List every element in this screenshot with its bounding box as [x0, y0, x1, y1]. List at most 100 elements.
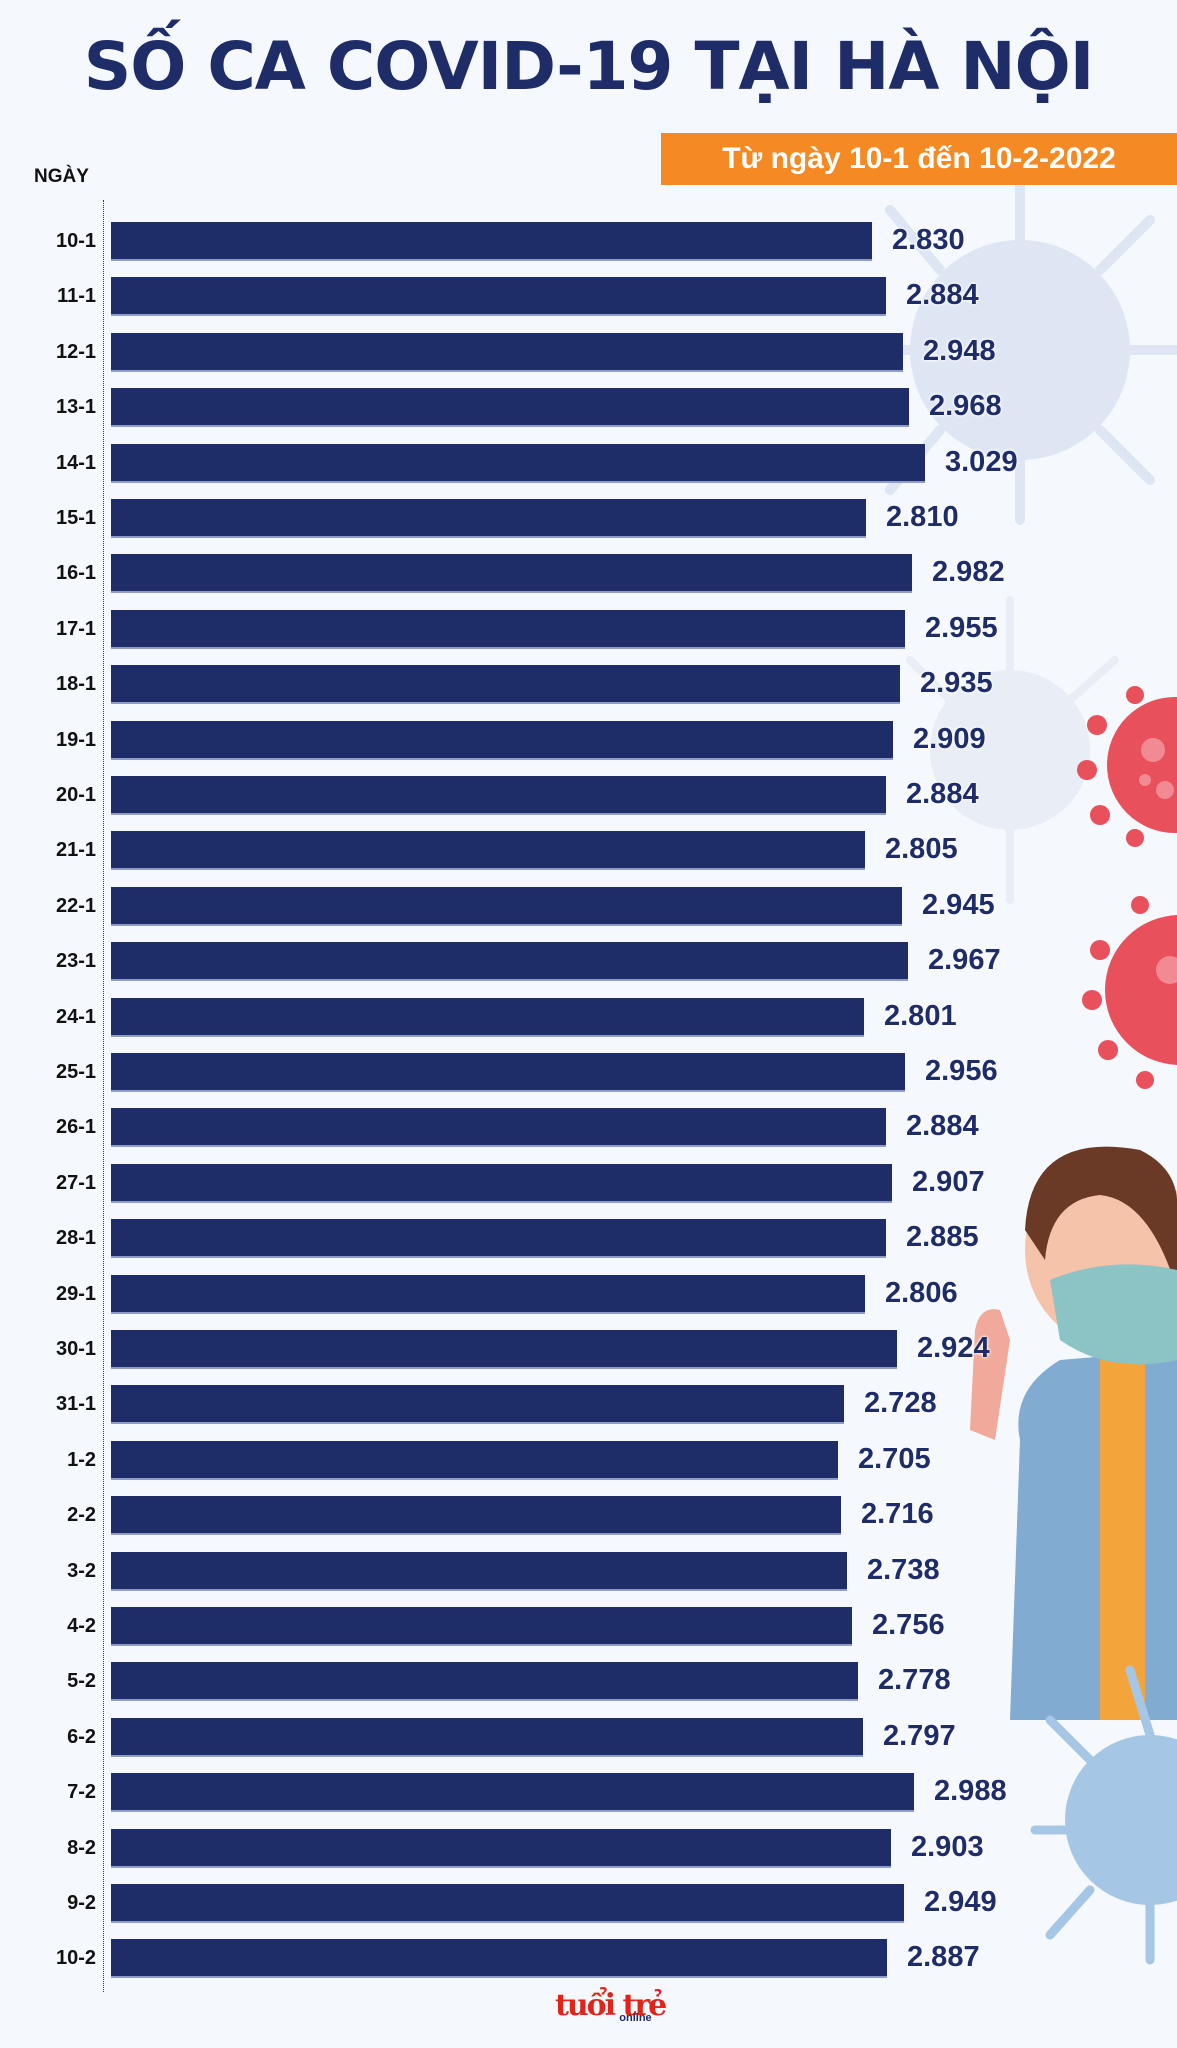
category-label: 18-1 — [55, 673, 96, 696]
tuoi-tre-logo: tuổi trẻonline — [555, 1988, 667, 2024]
bar-row: 16-1 2.982 — [0, 554, 1177, 594]
value-label: 2.924 — [917, 1332, 990, 1364]
bar-row: 5-2 2.778 — [0, 1662, 1177, 1702]
category-label: 15-1 — [55, 507, 96, 529]
bar-row: 7-2 2.988 — [0, 1773, 1177, 1813]
category-label: 25-1 — [55, 1061, 96, 1083]
value-label: 2.982 — [932, 556, 1005, 589]
bar — [111, 942, 908, 982]
category-label: 2-2 — [67, 1504, 96, 1527]
bar — [111, 1607, 852, 1646]
value-label: 2.797 — [883, 1719, 956, 1752]
bar — [111, 1939, 887, 1979]
bar — [111, 1773, 914, 1813]
bar — [111, 720, 893, 760]
bar — [111, 1385, 844, 1425]
bar-row: 2-2 2.716 — [0, 1496, 1177, 1536]
category-label: 12-1 — [55, 340, 96, 363]
value-label: 3.029 — [945, 445, 1018, 478]
bar — [111, 554, 912, 594]
bar — [111, 1330, 897, 1369]
value-label: 2.728 — [864, 1387, 937, 1420]
category-label: 3-2 — [67, 1559, 96, 1582]
bar — [111, 609, 905, 649]
value-label: 2.884 — [906, 279, 979, 312]
category-label: 1-2 — [67, 1448, 96, 1471]
bar-row: 19-1 2.909 — [0, 720, 1177, 761]
bar-row: 8-2 2.903 — [0, 1828, 1177, 1869]
category-label: 10-1 — [55, 230, 96, 252]
category-label: 27-1 — [55, 1171, 96, 1194]
value-label: 2.887 — [907, 1941, 980, 1974]
category-label: 13-1 — [55, 396, 96, 419]
bar-row: 27-1 2.907 — [0, 1163, 1177, 1204]
value-label: 2.903 — [911, 1830, 984, 1863]
value-label: 2.756 — [872, 1609, 945, 1641]
category-label: 28-1 — [55, 1227, 96, 1250]
value-label: 2.988 — [934, 1775, 1007, 1808]
value-label: 2.935 — [920, 667, 993, 700]
category-label: 4-2 — [67, 1615, 96, 1637]
bar-row: 18-1 2.935 — [0, 665, 1177, 705]
category-label: 10-2 — [55, 1947, 96, 1970]
value-label: 2.949 — [924, 1886, 997, 1918]
category-label: 11-1 — [57, 285, 96, 308]
bar-row: 14-1 3.029 — [0, 443, 1177, 484]
bar — [111, 1219, 886, 1259]
person-with-mask-illustration — [970, 1146, 1177, 1720]
bar-row: 6-2 2.797 — [0, 1717, 1177, 1758]
bar-row: 13-1 2.968 — [0, 388, 1177, 428]
category-label: 19-1 — [55, 728, 96, 751]
bar-row: 17-1 2.955 — [0, 609, 1177, 650]
value-label: 2.738 — [867, 1553, 940, 1586]
value-label: 2.907 — [912, 1165, 985, 1198]
bar-row: 11-1 2.884 — [0, 277, 1177, 317]
bar — [111, 1662, 858, 1702]
bar-row: 23-1 2.967 — [0, 942, 1177, 982]
bar — [111, 222, 872, 261]
virus-illustration-faded-mid — [906, 596, 1119, 904]
value-label: 2.805 — [885, 833, 958, 866]
value-label: 2.705 — [858, 1442, 931, 1475]
value-label: 2.956 — [925, 1055, 998, 1087]
bar — [111, 886, 902, 926]
category-label: 16-1 — [55, 562, 96, 585]
date-range-badge: Từ ngày 10-1 đến 10-2-2022 — [661, 133, 1177, 185]
bar-row: 24-1 2.801 — [0, 997, 1177, 1038]
value-label: 2.945 — [922, 888, 995, 921]
category-label: 9-2 — [67, 1892, 96, 1914]
category-label: 6-2 — [67, 1725, 96, 1748]
bar — [111, 1717, 863, 1757]
virus-illustration-blue-bottom — [1030, 1665, 1177, 1965]
value-label: 2.810 — [886, 501, 959, 533]
value-label: 2.968 — [929, 390, 1002, 423]
bar-row: 10-2 2.887 — [0, 1939, 1177, 1979]
bar — [111, 831, 865, 871]
bar — [111, 443, 925, 483]
category-label: 26-1 — [55, 1116, 96, 1139]
value-label: 2.806 — [885, 1276, 958, 1309]
value-label: 2.830 — [892, 224, 965, 256]
bar-row: 9-2 2.949 — [0, 1884, 1177, 1924]
category-label: 5-2 — [67, 1670, 96, 1693]
category-label: 21-1 — [55, 839, 96, 862]
category-label: 22-1 — [55, 894, 96, 917]
value-label: 2.955 — [925, 611, 998, 644]
y-axis-line — [103, 200, 104, 1992]
value-label: 2.884 — [906, 778, 979, 810]
bar-row: 28-1 2.885 — [0, 1219, 1177, 1259]
value-label: 2.884 — [906, 1110, 979, 1143]
bar-row: 15-1 2.810 — [0, 499, 1177, 539]
bar — [111, 1274, 865, 1314]
category-label: 30-1 — [55, 1338, 96, 1360]
bar-row: 12-1 2.948 — [0, 332, 1177, 373]
category-label: 24-1 — [55, 1005, 96, 1028]
bar-row: 25-1 2.956 — [0, 1053, 1177, 1093]
bar — [111, 332, 903, 372]
value-label: 2.909 — [913, 722, 986, 755]
bar — [111, 1496, 841, 1536]
bar-row: 30-1 2.924 — [0, 1330, 1177, 1370]
bar — [111, 499, 866, 538]
bar — [111, 1884, 904, 1923]
bar-row: 10-1 2.830 — [0, 222, 1177, 262]
